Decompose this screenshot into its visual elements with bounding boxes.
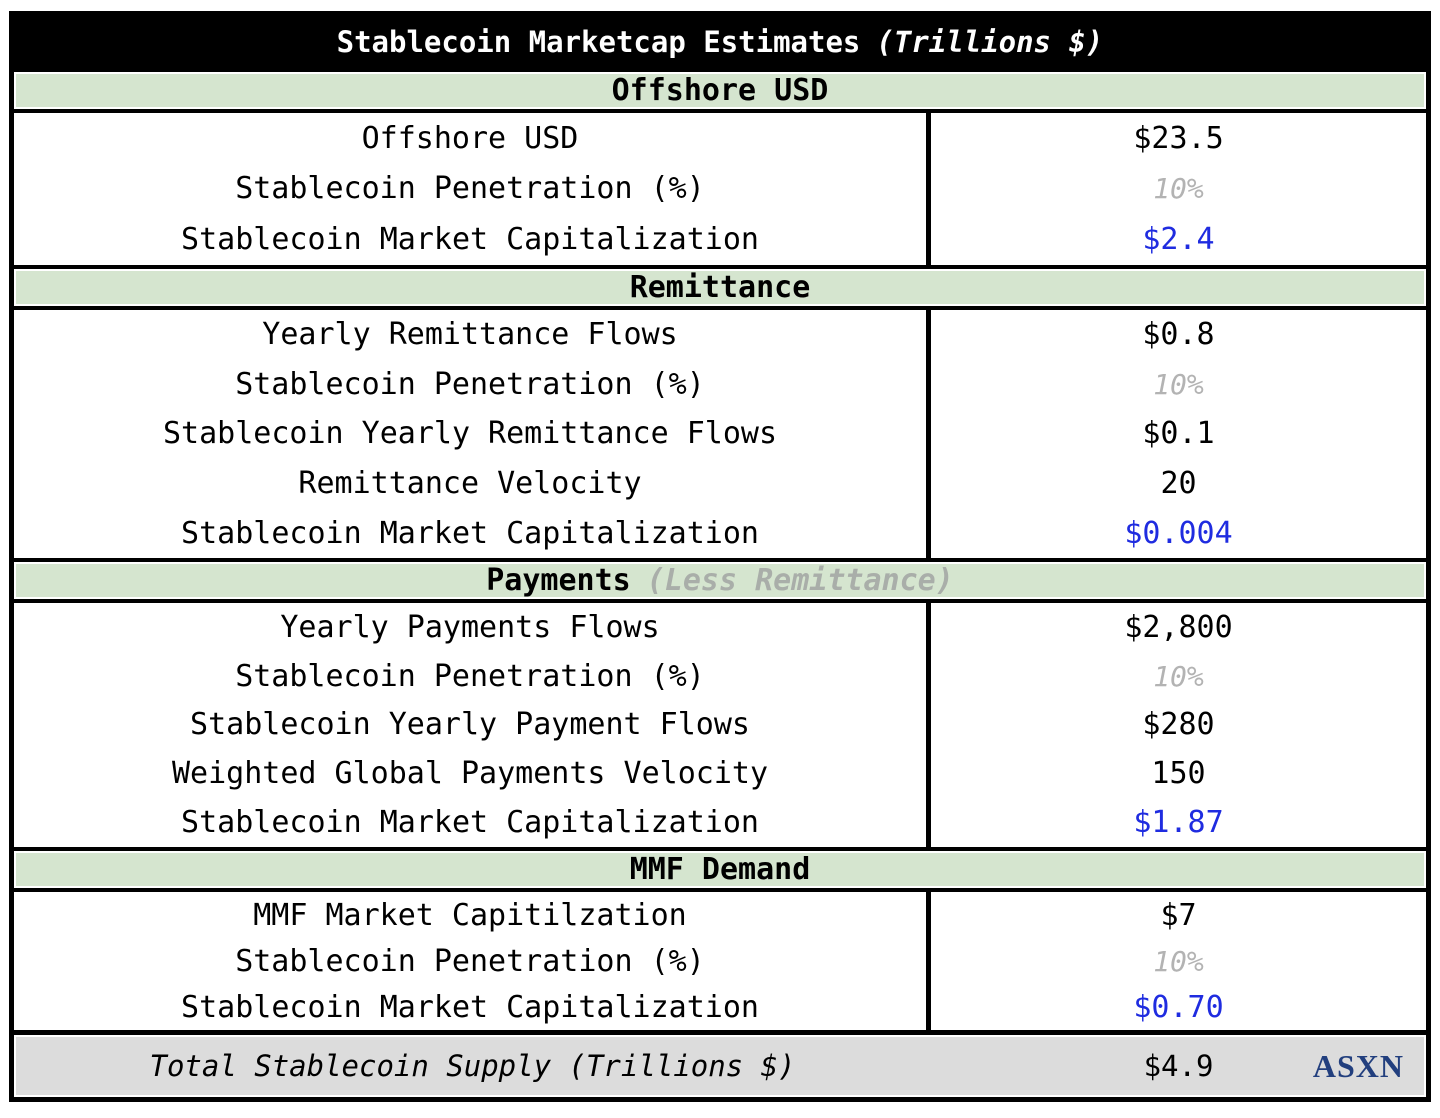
- row-value-assumption: 10%: [1153, 659, 1204, 693]
- row-label: Weighted Global Payments Velocity: [171, 756, 769, 792]
- row-label: Stablecoin Penetration (%): [235, 658, 705, 694]
- row-label: Yearly Remittance Flows: [262, 317, 678, 353]
- value-column: $0.8 10% $0.1 20 $0.004: [931, 310, 1426, 558]
- row-label: Stablecoin Market Capitalization: [181, 222, 759, 258]
- row-value-assumption: 10%: [1153, 172, 1204, 206]
- total-label: Total Stablecoin Supply (Trillions $): [149, 1049, 796, 1083]
- section-header-label: Payments: [486, 563, 631, 598]
- label-column: Yearly Payments Flows Stablecoin Penetra…: [14, 603, 926, 847]
- column-divider: [926, 310, 931, 558]
- label-column: Yearly Remittance Flows Stablecoin Penet…: [14, 310, 926, 558]
- column-divider: [926, 892, 931, 1030]
- table-title-bar: Stablecoin Marketcap Estimates (Trillion…: [14, 16, 1426, 68]
- row-label: Stablecoin Market Capitalization: [181, 989, 759, 1025]
- section-header-label: Offshore USD: [611, 73, 829, 108]
- row-label: Remittance Velocity: [298, 466, 642, 502]
- row-label: Stablecoin Yearly Remittance Flows: [162, 416, 778, 452]
- row-value: $280: [1142, 707, 1215, 743]
- label-column: MMF Market Capitilzation Stablecoin Pene…: [14, 892, 926, 1030]
- section-body-remittance: Yearly Remittance Flows Stablecoin Penet…: [14, 310, 1426, 558]
- value-column: $7 10% $0.70: [931, 892, 1426, 1030]
- value-column: $2,800 10% $280 150 $1.87: [931, 603, 1426, 847]
- row-value: $0.1: [1142, 416, 1215, 452]
- row-label: Stablecoin Market Capitalization: [181, 805, 759, 841]
- row-label: Yearly Payments Flows: [280, 609, 660, 645]
- table-title-note: (Trillions $): [876, 25, 1104, 59]
- table-title: Stablecoin Marketcap Estimates: [336, 25, 861, 59]
- section-body-payments: Yearly Payments Flows Stablecoin Penetra…: [14, 603, 1426, 847]
- row-label: MMF Market Capitilzation: [253, 897, 687, 933]
- section-body-offshore-usd: Offshore USD Stablecoin Penetration (%) …: [14, 113, 1426, 265]
- column-divider: [926, 113, 931, 265]
- section-header-note: (Less Remittance): [646, 563, 954, 598]
- value-column: $23.5 10% $2.4: [931, 113, 1426, 265]
- row-value-result: $0.004: [1124, 515, 1233, 551]
- row-value-result: $1.87: [1133, 805, 1224, 841]
- row-label: Offshore USD: [361, 120, 579, 156]
- total-value: $4.9: [1143, 1049, 1214, 1083]
- row-label: Stablecoin Penetration (%): [235, 366, 705, 402]
- row-value: $23.5: [1133, 120, 1224, 156]
- label-column: Offshore USD Stablecoin Penetration (%) …: [14, 113, 926, 265]
- section-header-offshore-usd: Offshore USD: [14, 68, 1426, 113]
- asxn-brand-logo: ASXN: [1312, 1047, 1404, 1084]
- section-header-remittance: Remittance: [14, 265, 1426, 310]
- section-header-label: MMF Demand: [629, 852, 811, 887]
- section-header-label: Remittance: [629, 270, 811, 305]
- row-value: $7: [1160, 897, 1197, 933]
- section-header-mmf-demand: MMF Demand: [14, 847, 1426, 892]
- row-value-result: $2.4: [1142, 222, 1215, 258]
- row-value: 20: [1160, 466, 1197, 502]
- section-body-mmf-demand: MMF Market Capitilzation Stablecoin Pene…: [14, 892, 1426, 1030]
- row-value-assumption: 10%: [1153, 944, 1204, 978]
- row-value: $0.8: [1142, 317, 1215, 353]
- row-value-result: $0.70: [1133, 989, 1224, 1025]
- row-value-assumption: 10%: [1153, 367, 1204, 401]
- row-label: Stablecoin Penetration (%): [235, 171, 705, 207]
- total-row: Total Stablecoin Supply (Trillions $) $4…: [14, 1030, 1426, 1097]
- row-value: 150: [1151, 756, 1206, 792]
- column-divider: [926, 603, 931, 847]
- row-label: Stablecoin Yearly Payment Flows: [190, 707, 750, 743]
- section-header-payments: Payments (Less Remittance): [14, 558, 1426, 603]
- stablecoin-marketcap-table: Stablecoin Marketcap Estimates (Trillion…: [9, 11, 1431, 1102]
- row-label: Stablecoin Penetration (%): [235, 943, 705, 979]
- row-value: $2,800: [1124, 609, 1233, 645]
- row-label: Stablecoin Market Capitalization: [181, 515, 759, 551]
